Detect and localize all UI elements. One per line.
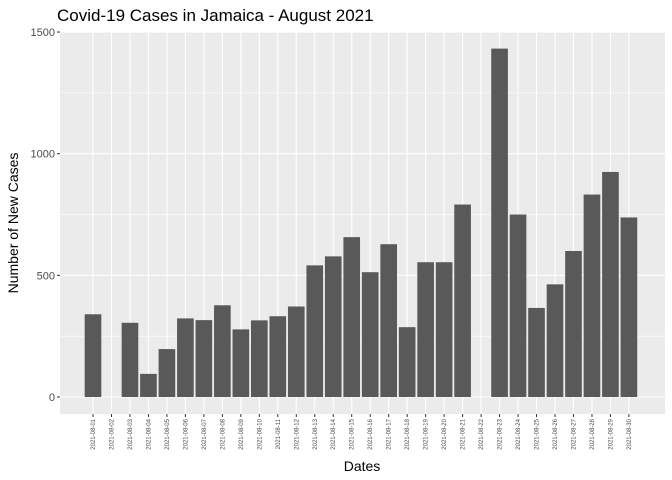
x-tick-label: 2021-08-25 — [535, 418, 541, 449]
x-tick-label: 2021-08-20 — [442, 418, 448, 449]
x-tick-label: 2021-08-24 — [516, 418, 522, 449]
x-tick-label: 2021-08-11 — [276, 418, 282, 449]
y-axis-title: Number of New Cases — [5, 153, 21, 294]
x-axis-title: Dates — [344, 458, 381, 474]
bar-2021-08-27 — [565, 251, 582, 397]
bar-2021-08-06 — [177, 318, 194, 397]
y-tick-label: 500 — [37, 270, 55, 282]
bar-2021-08-11 — [269, 316, 287, 397]
x-tick-label: 2021-08-10 — [257, 418, 263, 449]
x-tick-label: 2021-08-07 — [202, 418, 208, 449]
bar-2021-08-18 — [398, 327, 416, 397]
x-tick-label: 2021-08-27 — [571, 418, 577, 449]
x-tick-label: 2021-08-22 — [479, 418, 485, 449]
x-axis: 2021-08-01 2021-08-02 2021-08-03 2021-08-04… — [91, 414, 633, 450]
x-tick-label: 2021-08-02 — [109, 418, 115, 449]
x-tick-label: 2021-08-05 — [165, 418, 171, 449]
x-tick-label: 2021-08-03 — [128, 418, 134, 449]
x-tick-label: 2021-08-12 — [294, 418, 300, 449]
bar-2021-08-09 — [232, 329, 250, 397]
x-tick-label: 2021-08-30 — [627, 418, 633, 449]
bar-2021-08-05 — [158, 349, 176, 397]
x-tick-label: 2021-08-08 — [220, 418, 226, 449]
bar-2021-08-20 — [435, 262, 453, 397]
bars — [84, 48, 638, 398]
x-tick-label: 2021-08-09 — [239, 418, 245, 449]
y-tick-label: 1500 — [31, 27, 55, 39]
bar-2021-08-04 — [140, 373, 157, 397]
bar-2021-08-24 — [509, 214, 527, 397]
x-tick-label: 2021-08-26 — [553, 418, 559, 449]
y-axis: 0 500 1000 1500 — [31, 27, 60, 404]
bar-2021-08-08 — [214, 305, 231, 397]
chart-title: Covid-19 Cases in Jamaica - August 2021 — [57, 6, 374, 25]
x-tick-label: 2021-08-16 — [368, 418, 374, 449]
x-tick-label: 2021-08-18 — [405, 418, 411, 449]
bar-2021-08-07 — [195, 320, 213, 397]
bar-2021-08-10 — [251, 320, 268, 397]
bar-2021-08-14 — [324, 256, 342, 397]
x-tick-label: 2021-08-19 — [424, 418, 430, 449]
bar-2021-08-28 — [583, 194, 601, 397]
x-tick-label: 2021-08-13 — [313, 418, 319, 449]
y-tick-label: 0 — [49, 392, 55, 404]
x-tick-label: 2021-08-06 — [183, 418, 189, 449]
x-tick-label: 2021-08-14 — [331, 418, 337, 449]
x-tick-label: 2021-08-21 — [461, 418, 467, 449]
bar-2021-08-15 — [343, 237, 361, 397]
x-tick-label: 2021-08-17 — [387, 418, 393, 449]
bar-2021-08-03 — [121, 322, 139, 397]
bar-2021-08-17 — [380, 244, 397, 397]
bar-2021-08-26 — [546, 284, 564, 397]
x-tick-label: 2021-08-15 — [350, 418, 356, 449]
bar-2021-08-12 — [287, 306, 305, 397]
bar-2021-08-21 — [454, 204, 471, 397]
y-tick-label: 1000 — [31, 149, 55, 161]
bar-2021-08-19 — [417, 262, 434, 397]
x-tick-label: 2021-08-04 — [146, 418, 152, 449]
bar-2021-08-30 — [620, 217, 638, 397]
x-tick-label: 2021-08-28 — [590, 418, 596, 449]
bar-2021-08-13 — [306, 265, 324, 397]
bar-2021-08-16 — [361, 272, 379, 397]
bar-2021-08-29 — [602, 171, 619, 397]
bar-2021-08-23 — [491, 48, 508, 398]
bar-2021-08-25 — [528, 307, 545, 397]
bar-2021-08-01 — [84, 314, 102, 397]
x-tick-label: 2021-08-01 — [91, 418, 97, 449]
x-tick-label: 2021-08-29 — [608, 418, 614, 449]
x-tick-label: 2021-08-23 — [498, 418, 504, 449]
